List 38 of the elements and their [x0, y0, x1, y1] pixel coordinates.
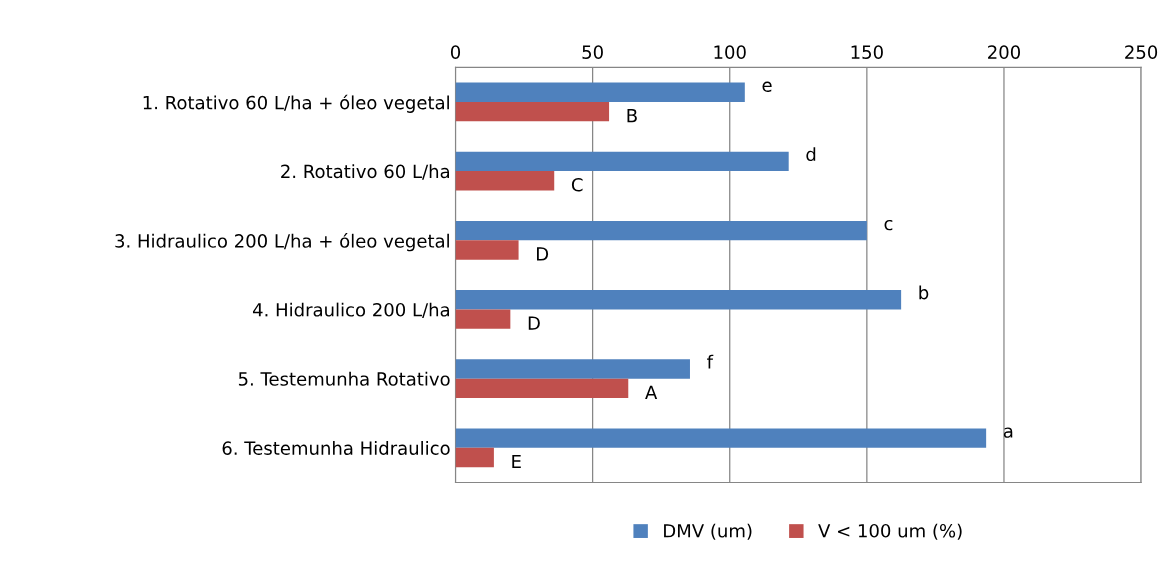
y-tick-label: 5. Testemunha Rotativo [238, 371, 450, 386]
data-label: c [884, 219, 893, 231]
x-tick-label: 250 [1125, 45, 1158, 59]
x-tick-label: 0 [450, 45, 461, 59]
bar [455, 151, 789, 172]
bar [455, 359, 690, 379]
bar [455, 240, 519, 260]
y-tick-label: 3. Hidraulico 200 L/ha + óleo vegetal [115, 233, 449, 252]
y-tick-label: 4. Hidraulico 200 L/ha [252, 302, 449, 319]
data-label: D [537, 247, 549, 261]
data-label: D [528, 316, 540, 330]
data-label: A [645, 385, 658, 399]
data-label: E [512, 454, 521, 469]
y-tick-label: 2. Rotativo 60 L/ha [281, 164, 450, 180]
data-label: d [806, 147, 816, 162]
data-label: f [707, 354, 714, 369]
bar [455, 447, 494, 468]
data-label: B [627, 108, 637, 123]
bar [455, 171, 555, 191]
data-label: a [1003, 427, 1013, 438]
bar [455, 309, 511, 329]
bar [455, 428, 987, 448]
x-tick-label: 50 [582, 45, 603, 59]
bar [455, 290, 902, 310]
legend-label: V < 100 um (%) [818, 523, 962, 540]
y-tick-label: 6. Testemunha Hidraulico [222, 441, 450, 455]
bar [455, 101, 610, 122]
legend-label: DMV (um) [664, 523, 752, 540]
x-tick-label: 100 [714, 45, 746, 59]
data-label: b [919, 285, 929, 300]
bar [455, 220, 867, 241]
data-label: C [571, 177, 583, 192]
bar [455, 378, 629, 399]
y-tick-label: 1. Rotativo 60 L/ha + óleo vegetal [143, 94, 449, 113]
bar [455, 82, 745, 102]
x-tick-label: 200 [988, 45, 1020, 59]
data-label: e [762, 81, 772, 92]
x-tick-label: 150 [851, 45, 883, 59]
